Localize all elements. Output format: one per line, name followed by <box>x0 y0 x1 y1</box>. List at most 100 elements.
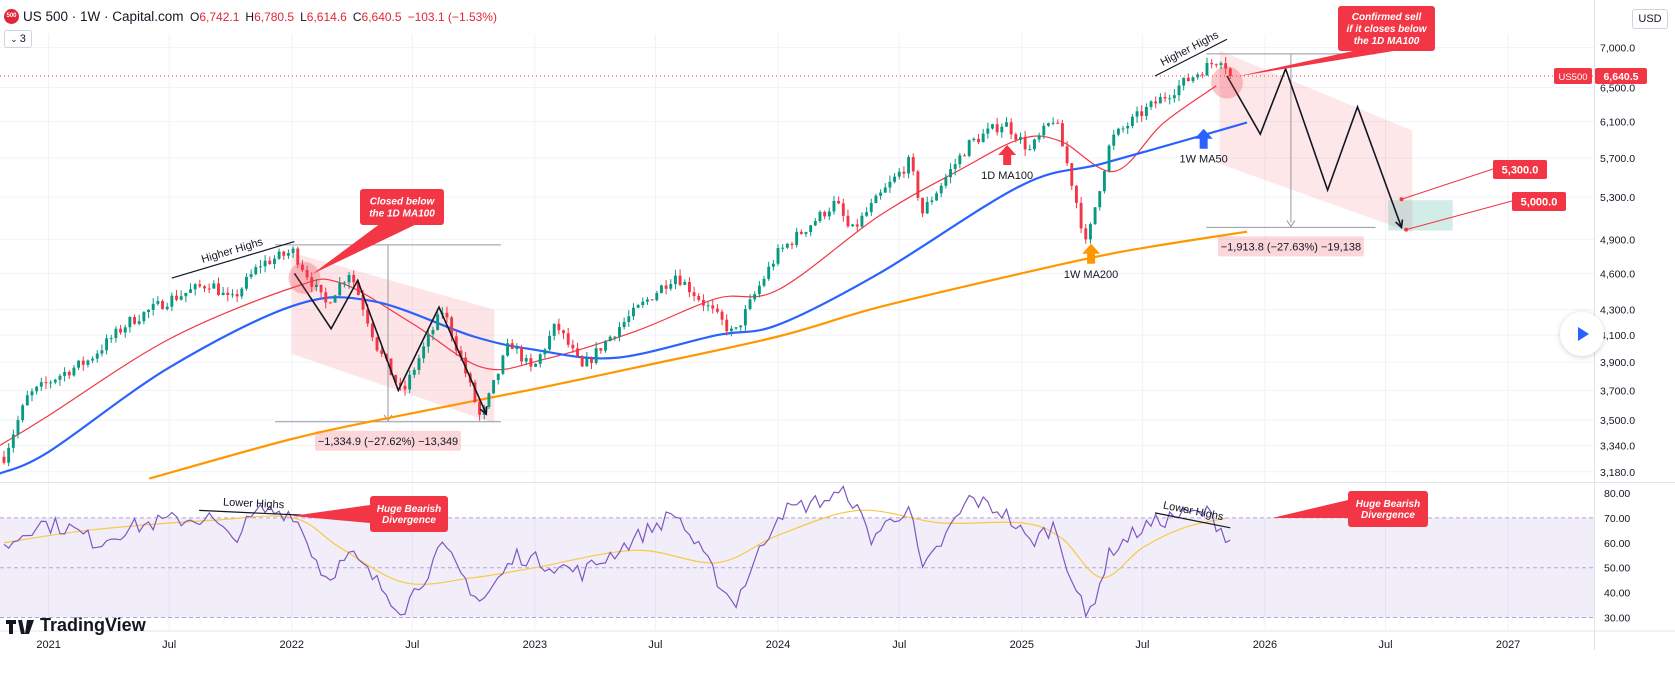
candle <box>520 344 524 367</box>
target-5300-dot <box>1399 197 1404 202</box>
candle <box>137 314 141 326</box>
candle-body <box>356 282 360 296</box>
candle <box>240 287 244 300</box>
symbol-title[interactable]: US 500 · 1W · Capital.com <box>23 9 184 24</box>
candle-body <box>1079 202 1083 229</box>
candle <box>1158 93 1162 104</box>
candle-body <box>930 200 934 203</box>
divergence-callout-2025-pointer <box>1272 500 1348 518</box>
candle <box>272 255 276 270</box>
candle <box>310 272 314 293</box>
candle-body <box>95 353 99 359</box>
candle-body <box>781 247 785 249</box>
candle <box>660 284 663 294</box>
candle <box>1210 59 1214 69</box>
candle-body <box>35 386 39 392</box>
candle <box>1205 57 1209 76</box>
replay-play-button[interactable] <box>1560 312 1604 356</box>
candle <box>426 328 430 353</box>
ma50-label: 1W MA50 <box>1180 154 1228 166</box>
candle <box>338 277 342 297</box>
candle-body <box>328 302 332 304</box>
candle <box>44 376 48 389</box>
candle-body <box>473 382 477 402</box>
candle-body <box>683 282 687 285</box>
candle-body <box>1205 62 1209 76</box>
candle-body <box>841 203 845 216</box>
candle-body <box>370 323 374 338</box>
candle-body <box>408 374 412 390</box>
candle <box>930 196 934 205</box>
candle <box>1116 127 1120 137</box>
candle <box>286 249 290 260</box>
candle <box>1196 72 1200 80</box>
candle-body <box>492 379 496 394</box>
candle-body <box>673 275 677 285</box>
candle-body <box>706 305 710 307</box>
price-tick-label: 3,900.0 <box>1600 357 1635 369</box>
candle <box>874 193 878 204</box>
candle <box>790 241 794 250</box>
candle-body <box>109 338 113 340</box>
candle-body <box>1140 111 1144 116</box>
candle-body <box>319 284 323 293</box>
candle-body <box>1065 146 1069 164</box>
candle <box>412 367 416 379</box>
currency-button[interactable]: USD <box>1632 9 1668 29</box>
candle <box>268 256 272 265</box>
candle <box>30 388 34 402</box>
candle <box>706 302 710 312</box>
candle <box>711 300 715 314</box>
candle <box>314 278 318 292</box>
candle-body <box>1098 191 1102 208</box>
candle <box>1005 117 1008 127</box>
candle <box>1014 132 1018 143</box>
price-tick-label: 4,300.0 <box>1600 305 1635 317</box>
candle <box>417 354 421 375</box>
candle-body <box>1088 224 1092 240</box>
candle-body <box>1102 171 1106 192</box>
candle <box>781 244 785 253</box>
candle-body <box>1023 136 1027 150</box>
candle-body <box>1009 122 1013 135</box>
ma50-arrow-icon <box>1194 128 1213 149</box>
candle-body <box>664 285 668 289</box>
candle-body <box>977 138 980 143</box>
candle-body <box>198 284 202 287</box>
indicators-toggle-button[interactable]: ⌄ 3 <box>4 30 32 48</box>
candle-body <box>687 282 691 293</box>
candle <box>119 324 123 335</box>
candle-body <box>538 354 542 364</box>
callout-confirmed-sell-text-line: Confirmed sell <box>1352 12 1422 23</box>
candle-body <box>627 316 631 322</box>
candle <box>1009 118 1013 140</box>
rsi-line <box>3 485 1231 619</box>
candle <box>646 296 649 305</box>
candle-body <box>776 248 780 264</box>
candle-body <box>1051 122 1055 124</box>
ma100-arrow-icon <box>998 145 1017 166</box>
candle-body <box>314 284 318 287</box>
time-tick-label: Jul <box>1378 639 1392 651</box>
candle <box>1154 96 1158 109</box>
candle <box>1163 92 1167 103</box>
candle-body <box>226 292 230 295</box>
candle <box>827 207 831 221</box>
candle <box>492 379 496 395</box>
candle-body <box>175 295 178 300</box>
candle-body <box>991 124 994 129</box>
higher-highs-2025-line <box>1154 38 1228 77</box>
candle <box>720 309 724 326</box>
candle-body <box>114 328 118 339</box>
time-tick-label: 2025 <box>1010 639 1034 651</box>
price-range-projection: −1,913.8 (−27.63%) −19,138 <box>1206 53 1376 257</box>
time-tick-label: Jul <box>892 639 906 651</box>
candle <box>11 429 15 453</box>
candle <box>501 354 505 376</box>
candle <box>888 175 892 193</box>
ma100-label: 1D MA100 <box>981 170 1033 182</box>
symbol-logo[interactable]: 500 <box>4 9 19 24</box>
